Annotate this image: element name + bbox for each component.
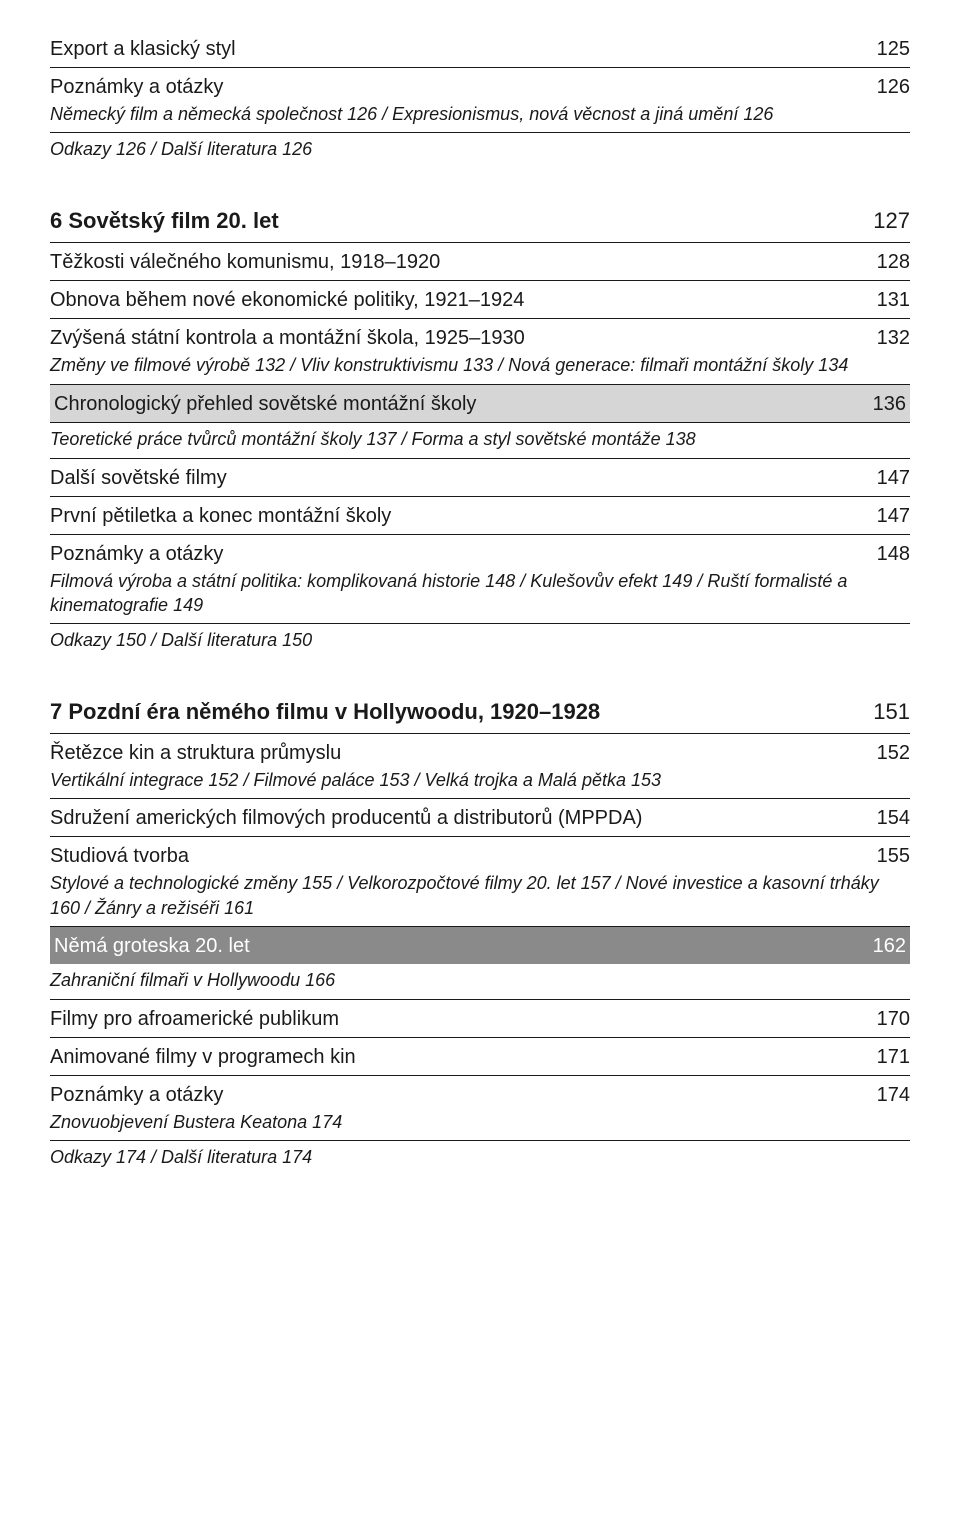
toc-subentries: Filmová výroba a státní politika: kompli…	[50, 569, 910, 618]
toc-row: Další sovětské filmy 147	[50, 459, 910, 497]
toc-page: 131	[860, 289, 910, 312]
toc-row: Poznámky a otázky 126 Německý film a něm…	[50, 68, 910, 133]
toc-row: Těžkosti válečného komunismu, 1918–1920 …	[50, 243, 910, 281]
toc-title: Další sovětské filmy	[50, 467, 860, 490]
toc-title: První pětiletka a konec montážní školy	[50, 505, 860, 528]
toc-subentries: Znovuobjevení Bustera Keatona 174	[50, 1110, 910, 1134]
toc-title: Export a klasický styl	[50, 38, 860, 61]
toc-row: Filmy pro afroamerické publikum 170	[50, 1000, 910, 1038]
toc-title: Filmy pro afroamerické publikum	[50, 1008, 860, 1031]
chapter-heading: 7 Pozdní éra němého filmu v Hollywoodu, …	[50, 695, 910, 734]
toc-title: Němá groteska 20. let	[54, 935, 250, 958]
toc-page: 171	[860, 1046, 910, 1069]
toc-subentries: Zahraniční filmaři v Hollywoodu 166	[50, 964, 910, 1000]
toc-title: Řetězce kin a struktura průmyslu	[50, 742, 341, 765]
toc-references: Odkazy 150 / Další literatura 150	[50, 624, 910, 659]
toc-title: Poznámky a otázky	[50, 1084, 223, 1107]
toc-page: 126	[877, 76, 910, 99]
toc-page: 174	[877, 1084, 910, 1107]
toc-row: Animované filmy v programech kin 171	[50, 1038, 910, 1076]
toc-page: 155	[877, 845, 910, 868]
toc-title: Sdružení amerických filmových producentů…	[50, 807, 860, 830]
toc-title: Studiová tvorba	[50, 845, 189, 868]
toc-row: Poznámky a otázky 148 Filmová výroba a s…	[50, 535, 910, 625]
toc-subentries: Vertikální integrace 152 / Filmové palác…	[50, 768, 910, 792]
toc-title: Poznámky a otázky	[50, 543, 223, 566]
chapter-title: 6 Sovětský film 20. let	[50, 208, 279, 234]
toc-subentries: Německý film a německá společnost 126 / …	[50, 102, 910, 126]
toc-row: Zvýšená státní kontrola a montážní škola…	[50, 319, 910, 384]
toc-row: Export a klasický styl 125	[50, 30, 910, 68]
toc-references: Odkazy 126 / Další literatura 126	[50, 133, 910, 168]
toc-row: Sdružení amerických filmových producentů…	[50, 799, 910, 837]
toc-row-highlighted-dark: Němá groteska 20. let 162	[50, 927, 910, 964]
toc-page: 152	[877, 742, 910, 765]
toc-page: 147	[860, 467, 910, 490]
section-spacer	[50, 659, 910, 695]
toc-page: 162	[873, 935, 906, 958]
toc-page: 132	[877, 327, 910, 350]
toc-row: První pětiletka a konec montážní školy 1…	[50, 497, 910, 535]
toc-title: Obnova během nové ekonomické politiky, 1…	[50, 289, 860, 312]
toc-references: Odkazy 174 / Další literatura 174	[50, 1141, 910, 1176]
toc-subentries: Změny ve filmové výrobě 132 / Vliv konst…	[50, 353, 910, 377]
chapter-page: 127	[873, 208, 910, 234]
toc-page: 147	[860, 505, 910, 528]
toc-row: Studiová tvorba 155 Stylové a technologi…	[50, 837, 910, 927]
toc-row-highlighted: Chronologický přehled sovětské montážní …	[50, 385, 910, 423]
toc-title: Poznámky a otázky	[50, 76, 223, 99]
chapter-title: 7 Pozdní éra němého filmu v Hollywoodu, …	[50, 699, 600, 725]
toc-title: Chronologický přehled sovětské montážní …	[54, 393, 476, 416]
toc-title: Zvýšená státní kontrola a montážní škola…	[50, 327, 525, 350]
toc-page: 136	[873, 393, 906, 416]
toc-subentries: Teoretické práce tvůrců montážní školy 1…	[50, 423, 910, 459]
toc-row: Řetězce kin a struktura průmyslu 152 Ver…	[50, 734, 910, 799]
chapter-heading: 6 Sovětský film 20. let 127	[50, 204, 910, 243]
toc-page: 170	[860, 1008, 910, 1031]
toc-row: Poznámky a otázky 174 Znovuobjevení Bust…	[50, 1076, 910, 1141]
toc-row: Obnova během nové ekonomické politiky, 1…	[50, 281, 910, 319]
toc-title: Animované filmy v programech kin	[50, 1046, 860, 1069]
toc-page: 128	[860, 251, 910, 274]
chapter-page: 151	[873, 699, 910, 725]
toc-page: 125	[860, 38, 910, 61]
section-spacer	[50, 168, 910, 204]
toc-subentries: Stylové a technologické změny 155 / Velk…	[50, 871, 910, 920]
toc-page: 148	[877, 543, 910, 566]
toc-title: Těžkosti válečného komunismu, 1918–1920	[50, 251, 860, 274]
toc-page: 154	[860, 807, 910, 830]
